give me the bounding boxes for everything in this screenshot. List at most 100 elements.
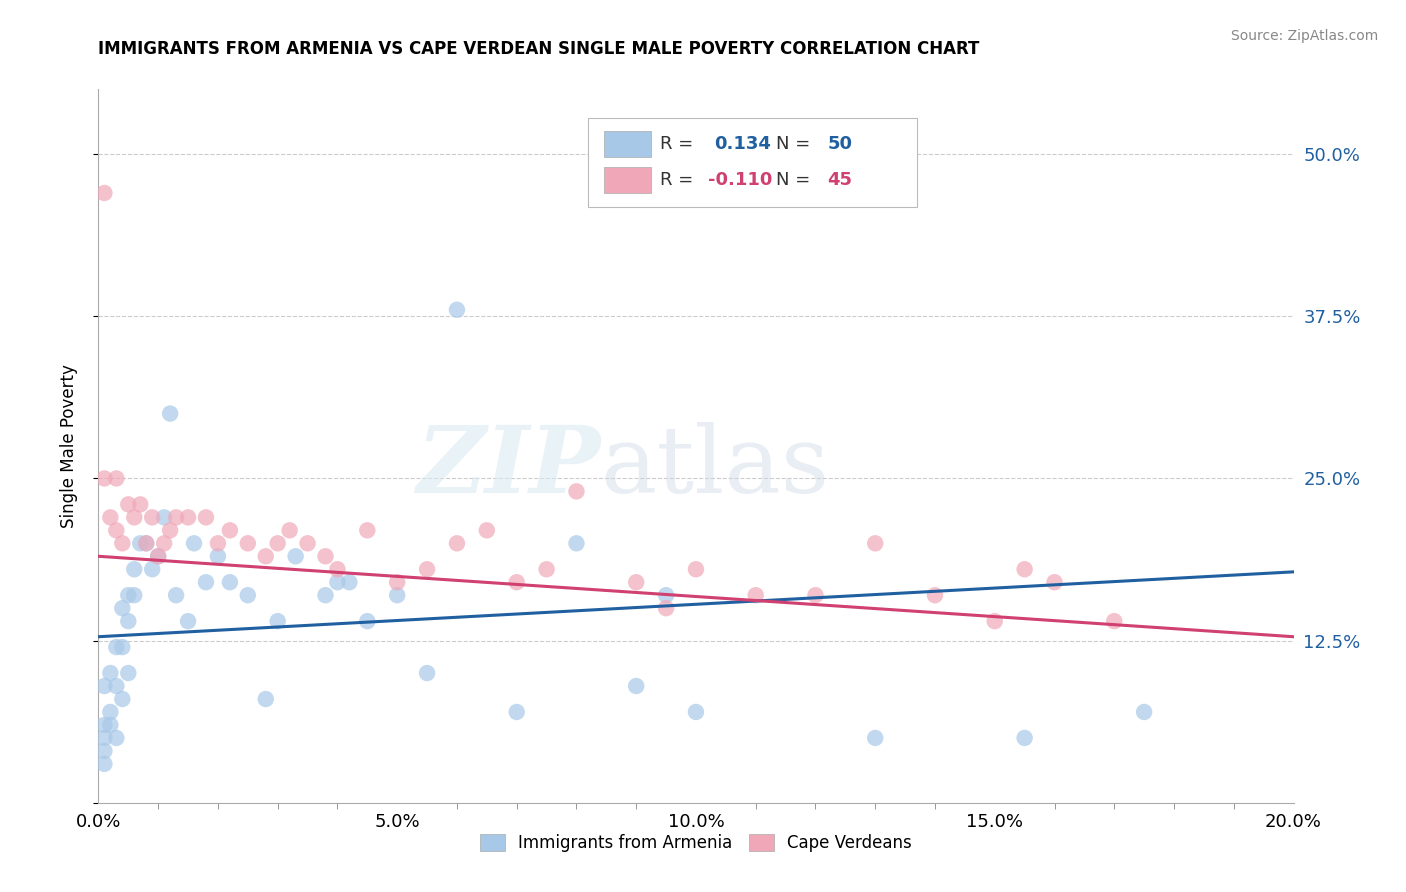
Point [177, 614, 200, 628]
Point [655, 588, 678, 602]
Point [117, 666, 139, 681]
Point [135, 536, 157, 550]
Point [297, 536, 319, 550]
Point [278, 524, 301, 538]
Point [356, 524, 378, 538]
FancyBboxPatch shape [605, 131, 651, 157]
Point [284, 549, 307, 564]
Text: 45: 45 [827, 171, 852, 189]
Text: N =: N = [776, 136, 815, 153]
Point [865, 731, 887, 745]
Point [315, 588, 337, 602]
Point [865, 536, 887, 550]
Point [685, 562, 707, 576]
Point [506, 705, 529, 719]
Point [141, 562, 163, 576]
Point [177, 510, 200, 524]
Point [100, 705, 122, 719]
Point [385, 588, 409, 602]
Point [804, 588, 827, 602]
Point [236, 588, 259, 602]
Point [135, 536, 157, 550]
Point [141, 510, 163, 524]
Point [565, 484, 588, 499]
Text: Source: ZipAtlas.com: Source: ZipAtlas.com [1230, 29, 1378, 43]
Point [326, 575, 349, 590]
Point [111, 601, 134, 615]
Point [984, 614, 1007, 628]
Point [356, 614, 378, 628]
Text: 0.134: 0.134 [714, 136, 770, 153]
Point [93, 471, 115, 485]
Point [219, 575, 242, 590]
Point [148, 549, 170, 564]
Point [626, 575, 648, 590]
Point [326, 562, 349, 576]
Point [416, 562, 439, 576]
Point [100, 510, 122, 524]
Point [105, 471, 128, 485]
Point [183, 536, 205, 550]
FancyBboxPatch shape [605, 167, 651, 193]
Point [105, 731, 128, 745]
Point [159, 524, 181, 538]
Text: -0.110: -0.110 [709, 171, 772, 189]
Y-axis label: Single Male Poverty: Single Male Poverty [59, 364, 77, 528]
Point [124, 588, 146, 602]
Text: R =: R = [661, 171, 699, 189]
Point [745, 588, 768, 602]
Point [254, 692, 277, 706]
Point [117, 497, 139, 511]
Point [565, 536, 588, 550]
Point [1014, 731, 1036, 745]
Text: IMMIGRANTS FROM ARMENIA VS CAPE VERDEAN SINGLE MALE POVERTY CORRELATION CHART: IMMIGRANTS FROM ARMENIA VS CAPE VERDEAN … [98, 40, 980, 58]
Point [626, 679, 648, 693]
Legend: Immigrants from Armenia, Cape Verdeans: Immigrants from Armenia, Cape Verdeans [474, 827, 918, 859]
Point [446, 536, 468, 550]
Point [254, 549, 277, 564]
Text: 50: 50 [827, 136, 852, 153]
Point [475, 524, 498, 538]
Point [111, 640, 134, 654]
Point [148, 549, 170, 564]
Point [195, 510, 218, 524]
Point [165, 588, 187, 602]
Point [165, 510, 187, 524]
Point [219, 524, 242, 538]
Point [1133, 705, 1156, 719]
Point [315, 549, 337, 564]
Point [93, 186, 115, 200]
Point [105, 524, 128, 538]
Point [153, 536, 176, 550]
Point [105, 679, 128, 693]
Point [339, 575, 360, 590]
Point [446, 302, 468, 317]
Text: atlas: atlas [600, 423, 830, 512]
FancyBboxPatch shape [588, 118, 917, 207]
Point [267, 536, 290, 550]
Point [267, 614, 290, 628]
Point [129, 497, 152, 511]
Point [100, 666, 122, 681]
Point [924, 588, 946, 602]
Point [1014, 562, 1036, 576]
Point [105, 640, 128, 654]
Point [655, 601, 678, 615]
Point [111, 536, 134, 550]
Point [385, 575, 409, 590]
Point [111, 692, 134, 706]
Point [129, 536, 152, 550]
Point [124, 562, 146, 576]
Point [93, 718, 115, 732]
Point [506, 575, 529, 590]
Point [1104, 614, 1126, 628]
Text: N =: N = [776, 171, 815, 189]
Text: R =: R = [661, 136, 699, 153]
Point [536, 562, 558, 576]
Point [207, 549, 229, 564]
Point [93, 756, 115, 771]
Point [117, 588, 139, 602]
Point [195, 575, 218, 590]
Point [159, 407, 181, 421]
Point [93, 679, 115, 693]
